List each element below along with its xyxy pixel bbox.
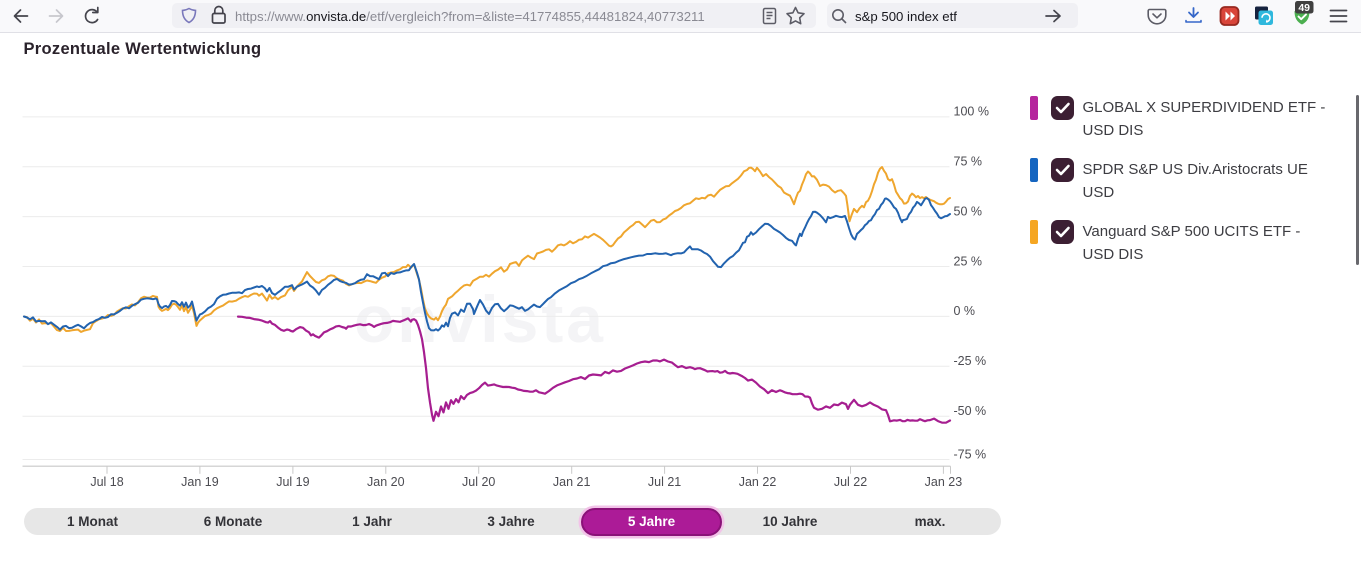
svg-text:onvista: onvista [354,282,606,356]
svg-text:75 %: 75 % [954,155,983,169]
svg-text:Jan 20: Jan 20 [367,475,405,489]
svg-text:Jul 21: Jul 21 [648,475,681,489]
svg-text:25 %: 25 % [954,254,983,268]
svg-text:0 %: 0 % [954,304,976,318]
svg-text:Jan 19: Jan 19 [181,475,219,489]
svg-text:Jan 21: Jan 21 [553,475,591,489]
svg-text:100 %: 100 % [954,105,989,119]
svg-text:Jul 22: Jul 22 [834,475,867,489]
svg-text:Jan 23: Jan 23 [925,475,963,489]
svg-text:-50 %: -50 % [954,404,987,418]
svg-text:50 %: 50 % [954,204,983,218]
svg-text:Jul 18: Jul 18 [90,475,123,489]
svg-text:Jul 19: Jul 19 [276,475,309,489]
svg-text:-25 %: -25 % [954,354,987,368]
svg-text:-75 %: -75 % [954,447,987,461]
svg-text:49: 49 [1298,2,1310,14]
svg-text:Jul 20: Jul 20 [462,475,495,489]
svg-text:Jan 22: Jan 22 [739,475,777,489]
